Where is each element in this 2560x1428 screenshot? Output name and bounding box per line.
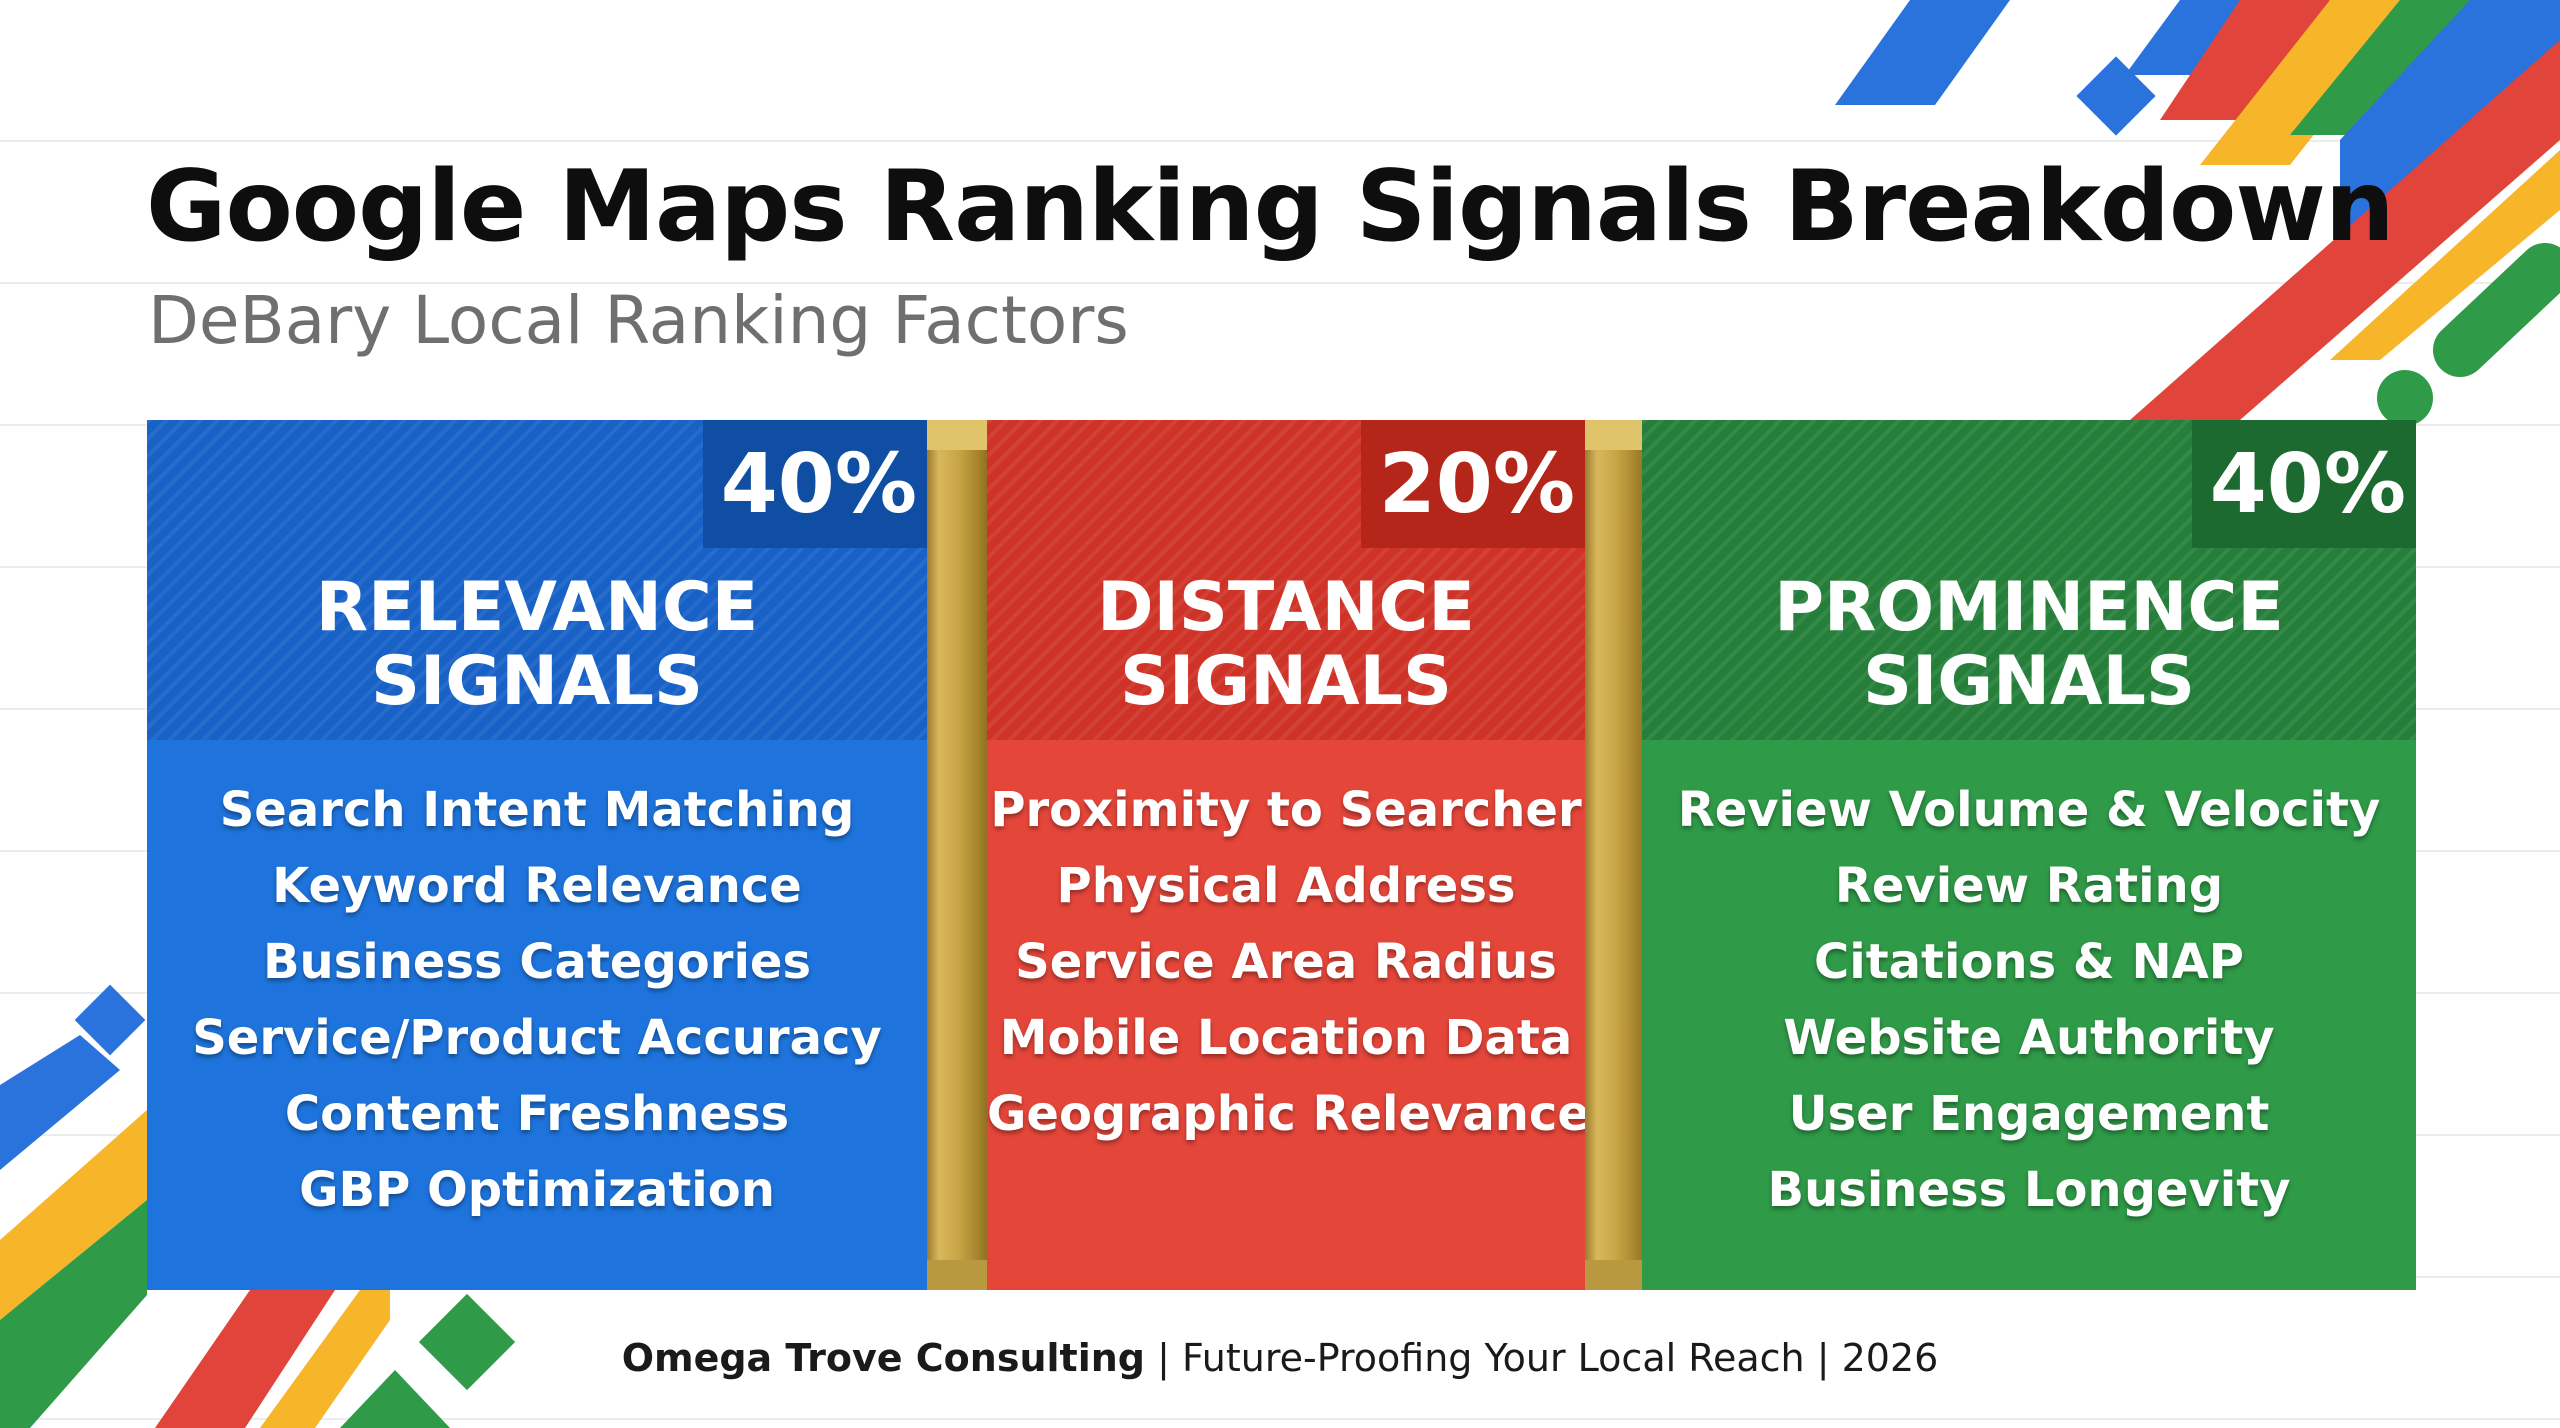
stripe-yellow-right xyxy=(2330,150,2560,360)
stripe-red-right xyxy=(2130,40,2560,420)
list-item: Website Authority xyxy=(1783,1010,2275,1066)
panel-heading: RELEVANCE SIGNALS xyxy=(147,550,927,740)
stripe-red-bottom xyxy=(155,1290,335,1428)
list-item: Service Area Radius xyxy=(1015,934,1557,990)
list-item: Geographic Relevance xyxy=(987,1086,1585,1142)
stripe-green-left xyxy=(0,1200,147,1428)
dot-green-right xyxy=(2377,370,2433,426)
heading-line-1: DISTANCE xyxy=(1097,568,1475,647)
stripe-yellow-bottom xyxy=(260,1290,390,1428)
signal-list: Proximity to Searcher Physical Address S… xyxy=(987,772,1585,1152)
list-item: GBP Optimization xyxy=(299,1162,775,1218)
footer-brand: Omega Trove Consulting xyxy=(621,1336,1145,1380)
prominence-panel: 40% PROMINENCE SIGNALS Review Volume & V… xyxy=(1642,420,2416,1290)
stripe-blue-top xyxy=(1835,0,2010,105)
list-item: Content Freshness xyxy=(284,1086,790,1142)
relevance-panel: 40% RELEVANCE SIGNALS Search Intent Matc… xyxy=(147,420,927,1290)
signal-list: Search Intent Matching Keyword Relevance… xyxy=(147,772,927,1228)
pillar-base xyxy=(927,1260,987,1290)
list-item: Proximity to Searcher xyxy=(990,782,1582,838)
footer-separator: | xyxy=(1816,1336,1830,1380)
pillar-cap xyxy=(927,420,987,450)
signal-list: Review Volume & Velocity Review Rating C… xyxy=(1642,772,2416,1228)
list-item: Service/Product Accuracy xyxy=(192,1010,882,1066)
stripe-green-bottom xyxy=(340,1370,450,1428)
heading-line-2: SIGNALS xyxy=(1120,642,1452,721)
list-item: Keyword Relevance xyxy=(272,858,802,914)
distance-panel: 20% DISTANCE SIGNALS Proximity to Search… xyxy=(987,420,1585,1290)
square-green-bottom xyxy=(418,1293,516,1391)
list-item: Search Intent Matching xyxy=(219,782,855,838)
list-item: User Engagement xyxy=(1788,1086,2270,1142)
stripe-yellow-top xyxy=(2200,0,2420,165)
percent-badge: 20% xyxy=(1360,420,1585,548)
pillar-base xyxy=(1585,1260,1642,1290)
footer-tagline: Future-Proofing Your Local Reach xyxy=(1182,1336,1805,1380)
list-item: Mobile Location Data xyxy=(999,1010,1573,1066)
stripe-yellow-left xyxy=(0,1110,147,1320)
list-item: Review Rating xyxy=(1834,858,2224,914)
gold-divider-pillar xyxy=(927,420,987,1290)
panel-heading: PROMINENCE SIGNALS xyxy=(1642,550,2416,740)
stripe-green-right xyxy=(2433,243,2560,377)
heading-line-1: RELEVANCE xyxy=(315,568,759,647)
list-item: Review Volume & Velocity xyxy=(1677,782,2381,838)
percent-badge: 40% xyxy=(702,420,927,548)
footer-year: 2026 xyxy=(1841,1336,1939,1380)
list-item: Business Categories xyxy=(262,934,812,990)
gold-divider-pillar xyxy=(1585,420,1642,1290)
list-item: Business Longevity xyxy=(1767,1162,2291,1218)
footer: Omega Trove Consulting | Future-Proofing… xyxy=(0,1336,2560,1380)
pillar-cap xyxy=(1585,420,1642,450)
page-title: Google Maps Ranking Signals Breakdown xyxy=(146,150,2395,264)
stripe-blue-left xyxy=(0,1035,120,1170)
footer-separator: | xyxy=(1157,1336,1170,1380)
percent-badge: 40% xyxy=(2191,420,2416,548)
heading-line-2: SIGNALS xyxy=(371,642,703,721)
heading-line-2: SIGNALS xyxy=(1863,642,2195,721)
heading-line-1: PROMINENCE xyxy=(1774,568,2284,647)
panel-heading: DISTANCE SIGNALS xyxy=(987,550,1585,740)
list-item: Physical Address xyxy=(1056,858,1516,914)
page-subtitle: DeBary Local Ranking Factors xyxy=(148,282,1129,359)
list-item: Citations & NAP xyxy=(1814,934,2244,990)
stripe-red-top xyxy=(2160,0,2330,120)
